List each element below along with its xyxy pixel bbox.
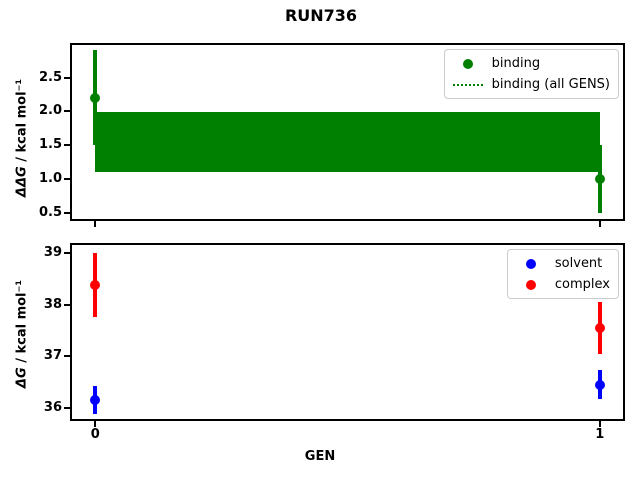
x-axis-label: GEN xyxy=(304,449,336,464)
complex-data-point xyxy=(594,322,605,333)
top-y-axis-label-units: / kcal mol⁻¹ xyxy=(14,78,30,167)
chart-title: RUN736 xyxy=(284,6,358,25)
y-tick xyxy=(64,110,70,113)
top-plot-axes: binding binding (all GENS) 0.5 1.0 1.5 2.0 2… xyxy=(39,43,625,227)
legend-label: complex xyxy=(554,277,610,292)
y-tick xyxy=(64,251,70,254)
y-tick-label: 2.5 xyxy=(38,69,62,85)
solvent-dot-icon xyxy=(525,258,536,269)
binding-data-point xyxy=(594,174,605,185)
bottom-legend: solvent complex xyxy=(506,249,619,299)
y-tick xyxy=(64,211,70,214)
legend-marker xyxy=(516,279,546,290)
binding-dot-icon xyxy=(462,58,473,69)
y-tick-label: 39 xyxy=(43,244,62,260)
legend-entry-binding: binding xyxy=(453,53,610,74)
y-tick xyxy=(64,178,70,181)
y-tick xyxy=(64,303,70,306)
y-tick-label: 36 xyxy=(43,400,62,416)
bottom-plot-axes: solvent complex 36 37 38 39 0 1 xyxy=(44,243,625,441)
complex-dot-icon xyxy=(525,279,536,290)
y-tick-label: 2.0 xyxy=(38,103,62,119)
x-tick xyxy=(94,421,97,427)
legend-marker xyxy=(453,58,483,69)
y-tick xyxy=(64,355,70,358)
complex-data-point xyxy=(90,279,101,290)
binding-data-point xyxy=(90,92,101,103)
y-tick xyxy=(64,144,70,147)
solvent-data-point xyxy=(90,395,101,406)
bottom-y-axis-label-units: / kcal mol⁻¹ xyxy=(14,279,30,368)
y-tick-label: 1.5 xyxy=(38,137,62,153)
dotted-line-icon xyxy=(452,83,483,86)
legend-entry-solvent: solvent xyxy=(516,253,610,274)
x-tick xyxy=(598,221,601,227)
y-tick xyxy=(64,407,70,410)
solvent-data-point xyxy=(594,379,605,390)
uncertainty-band xyxy=(95,112,600,172)
y-tick xyxy=(64,76,70,79)
legend-entry-complex: complex xyxy=(516,274,610,295)
bottom-y-axis-label-symbol: ΔG xyxy=(14,367,30,389)
legend-label: solvent xyxy=(554,256,603,271)
x-tick xyxy=(598,421,601,427)
x-tick-label: 0 xyxy=(90,427,100,442)
top-legend: binding binding (all GENS) xyxy=(443,49,619,99)
x-tick-label: 1 xyxy=(595,427,605,442)
legend-marker xyxy=(516,258,546,269)
y-tick-label: 1.0 xyxy=(38,171,62,187)
legend-marker xyxy=(452,83,483,86)
bottom-y-axis-label: ΔG / kcal mol⁻¹ xyxy=(14,279,30,389)
legend-entry-binding-all-gens: binding (all GENS) xyxy=(452,74,610,95)
y-tick-label: 38 xyxy=(43,296,62,312)
legend-label: binding xyxy=(491,56,541,71)
y-tick-label: 0.5 xyxy=(38,204,62,220)
legend-label: binding (all GENS) xyxy=(491,77,610,92)
top-y-axis-label-symbol: ΔΔG xyxy=(14,166,30,198)
x-tick xyxy=(94,221,97,227)
y-tick-label: 37 xyxy=(43,348,62,364)
top-y-axis-label: ΔΔG / kcal mol⁻¹ xyxy=(14,78,30,198)
